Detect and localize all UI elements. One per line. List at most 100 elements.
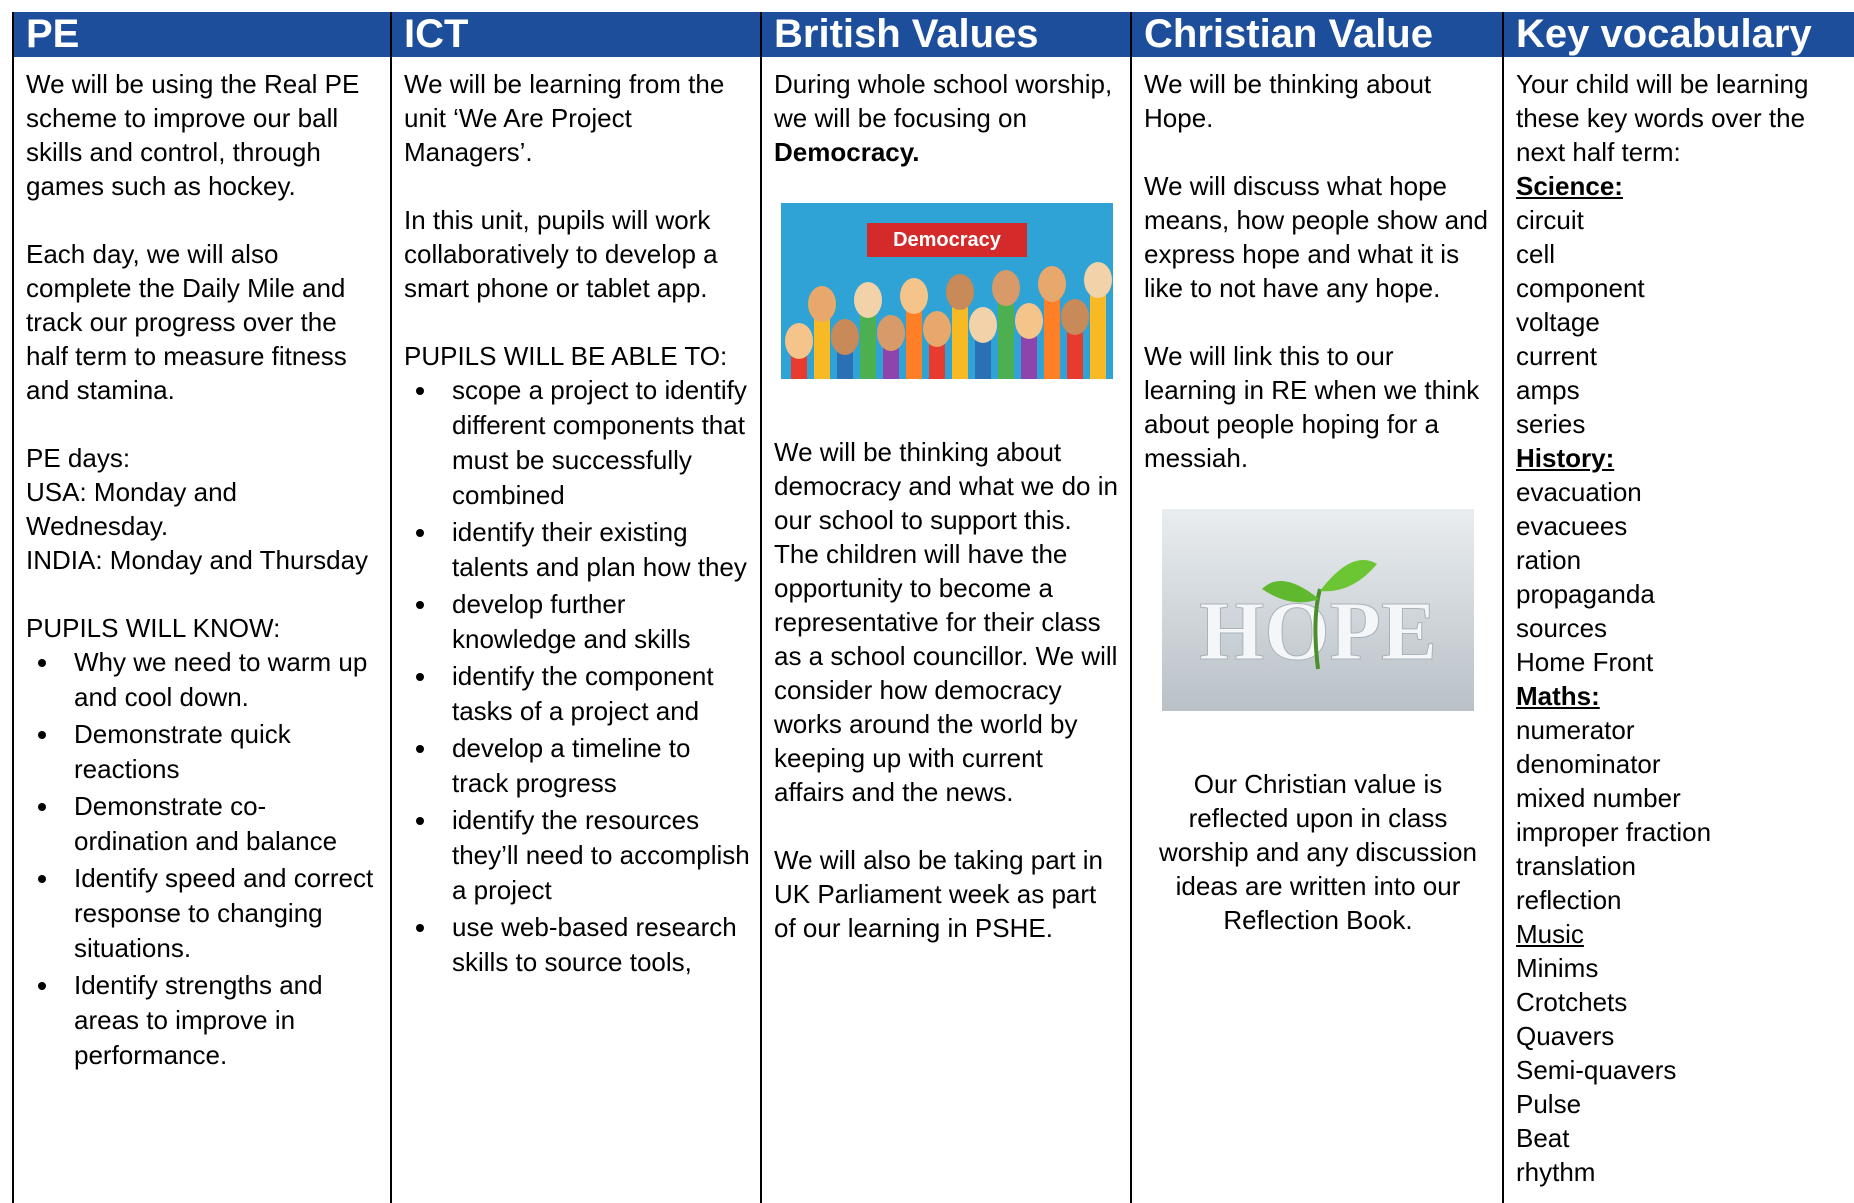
paragraph-text: Each day, we will also complete the Dail… — [26, 239, 347, 405]
image-shape — [860, 308, 876, 379]
column-header: British Values — [762, 12, 1130, 57]
bullet-item: Identify strengths and areas to improve … — [26, 968, 380, 1073]
vocab-word: Pulse — [1516, 1089, 1582, 1119]
vocab-word: circuit — [1516, 205, 1584, 235]
vocab-word: evacuees — [1516, 511, 1628, 541]
label: PUPILS WILL KNOW: — [26, 613, 281, 643]
column: Key vocabulary Your child will be learnin… — [1502, 12, 1854, 1203]
bullet-item: identify their existing talents and plan… — [404, 515, 750, 585]
image-shape — [900, 278, 928, 314]
vocab-word: Quavers — [1516, 1021, 1615, 1051]
column-body: During whole school worship, we will be … — [762, 57, 1130, 945]
illustration: Democracy — [781, 203, 1113, 379]
image-shape — [1084, 262, 1112, 298]
image-shape — [808, 286, 836, 322]
image-shape — [1262, 581, 1319, 603]
paragraph-text: We will also be taking part in UK Parlia… — [774, 845, 1104, 943]
vocab-word: translation — [1516, 851, 1636, 881]
paragraph-text: We will be thinking about democracy and … — [774, 437, 1118, 807]
paragraph: We will link this to our learning in RE … — [1144, 339, 1492, 475]
paragraph-bold: Democracy. — [774, 137, 920, 167]
label: Your child will be learning these key wo… — [1516, 69, 1809, 167]
paragraph: Each day, we will also complete the Dail… — [26, 237, 380, 407]
column-body: Your child will be learning these key wo… — [1504, 57, 1854, 1189]
vocab-word: component — [1516, 273, 1645, 303]
paragraph: We will be learning from the unit ‘We Ar… — [404, 67, 750, 169]
vocab-word: Beat — [1516, 1123, 1570, 1153]
paragraph-text: We will be thinking about Hope. — [1144, 69, 1432, 133]
image-shape — [867, 223, 1027, 257]
column: PE We will be using the Real PE scheme to… — [12, 12, 390, 1203]
image-shape — [952, 300, 968, 379]
image-shape — [1090, 288, 1106, 379]
column-body: We will be thinking about Hope. We will d… — [1132, 57, 1502, 937]
image-shape — [969, 307, 997, 343]
bullet-list: Why we need to warm up and cool down. Dem… — [26, 645, 380, 1073]
image-shape — [1021, 329, 1037, 379]
image-shape — [923, 311, 951, 347]
image-shape — [814, 312, 830, 379]
bullet-item: Demonstrate co-ordination and balance — [26, 789, 380, 859]
image-shape — [1067, 325, 1083, 379]
caption: Our Christian value is reflected upon in… — [1159, 769, 1477, 935]
vocab-word: Crotchets — [1516, 987, 1628, 1017]
vocab-word: current — [1516, 341, 1597, 371]
line: INDIA: Monday and Thursday — [26, 545, 369, 575]
illustration: HOPE — [1162, 509, 1474, 711]
vocab-word: sources — [1516, 613, 1608, 643]
paragraph-text: During whole school worship, we will be … — [774, 69, 1113, 133]
vocab-word: denominator — [1516, 749, 1661, 779]
image-shape — [946, 274, 974, 310]
image-text: Democracy — [893, 229, 1002, 251]
image-shape — [883, 341, 899, 379]
bullet-item: scope a project to identify different co… — [404, 373, 750, 513]
line: PE days: — [26, 443, 131, 473]
paragraph-text: We will link this to our learning in RE … — [1144, 341, 1480, 473]
bullet-list: scope a project to identify different co… — [404, 373, 750, 980]
column-body: We will be learning from the unit ‘We Ar… — [392, 57, 760, 980]
vocab-heading: History: — [1516, 443, 1615, 473]
image-shape — [1061, 299, 1089, 335]
bullet-item: Why we need to warm up and cool down. — [26, 645, 380, 715]
bullet-item: develop a timeline to track progress — [404, 731, 750, 801]
vocab-word: improper fraction — [1516, 817, 1712, 847]
column-header: PE — [14, 12, 390, 57]
vocab-heading: Maths: — [1516, 681, 1600, 711]
bullet-item: Demonstrate quick reactions — [26, 717, 380, 787]
paragraph-text: In this unit, pupils will work collabora… — [404, 205, 718, 303]
bullet-item: Identify speed and correct response to c… — [26, 861, 380, 966]
vocab-word: Home Front — [1516, 647, 1654, 677]
vocab-word: series — [1516, 409, 1586, 439]
image-shape — [1038, 266, 1066, 302]
vocab-word: Semi-quavers — [1516, 1055, 1677, 1085]
paragraph: We will be thinking about Hope. — [1144, 67, 1492, 135]
vocab-word: propaganda — [1516, 579, 1655, 609]
paragraph: During whole school worship, we will be … — [774, 67, 1120, 169]
page: PE We will be using the Real PE scheme to… — [12, 12, 1854, 1203]
bullet-item: develop further knowledge and skills — [404, 587, 750, 657]
vocab-heading: Science: — [1516, 171, 1623, 201]
paragraph-text: We will discuss what hope means, how peo… — [1144, 171, 1489, 303]
line: USA: Monday and Wednesday. — [26, 477, 238, 541]
vocab-word: evacuation — [1516, 477, 1642, 507]
image-shape — [1044, 292, 1060, 379]
column-body: We will be using the Real PE scheme to i… — [14, 57, 390, 1073]
bullet-item: identify the component tasks of a projec… — [404, 659, 750, 729]
image-shape — [975, 333, 991, 379]
vocab-word: voltage — [1516, 307, 1600, 337]
column: ICT We will be learning from the unit ‘We… — [390, 12, 760, 1203]
vocab-word: cell — [1516, 239, 1556, 269]
vocab-word: numerator — [1516, 715, 1635, 745]
column-header: Key vocabulary — [1504, 12, 1854, 57]
vocab-word: mixed number — [1516, 783, 1681, 813]
vocab-word: Minims — [1516, 953, 1599, 983]
label: PUPILS WILL BE ABLE TO: — [404, 341, 728, 371]
image-shape — [785, 323, 813, 359]
line-group: PE days: USA: Monday and Wednesday. INDIA:… — [26, 441, 380, 577]
paragraph: We will also be taking part in UK Parlia… — [774, 843, 1120, 945]
column: Christian Value We will be thinking about… — [1130, 12, 1502, 1203]
column: British Values During whole school worshi… — [760, 12, 1130, 1203]
paragraph: In this unit, pupils will work collabora… — [404, 203, 750, 305]
image-shape — [877, 315, 905, 351]
paragraph-text: We will be learning from the unit ‘We Ar… — [404, 69, 725, 167]
